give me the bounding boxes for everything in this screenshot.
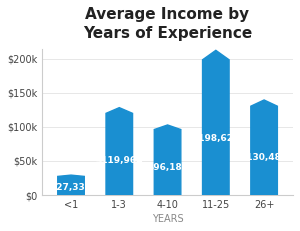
X-axis label: YEARS: YEARS	[152, 214, 183, 224]
Text: $96,185: $96,185	[147, 163, 188, 172]
Polygon shape	[202, 50, 229, 195]
Title: Average Income by
Years of Experience: Average Income by Years of Experience	[83, 7, 252, 41]
Polygon shape	[58, 175, 84, 195]
Text: $119,964: $119,964	[95, 156, 143, 165]
Text: $130,481: $130,481	[241, 153, 288, 162]
Text: $27,333: $27,333	[50, 183, 92, 192]
Polygon shape	[106, 108, 133, 195]
Polygon shape	[154, 125, 181, 195]
Polygon shape	[251, 100, 278, 195]
Text: $198,629: $198,629	[192, 134, 239, 143]
